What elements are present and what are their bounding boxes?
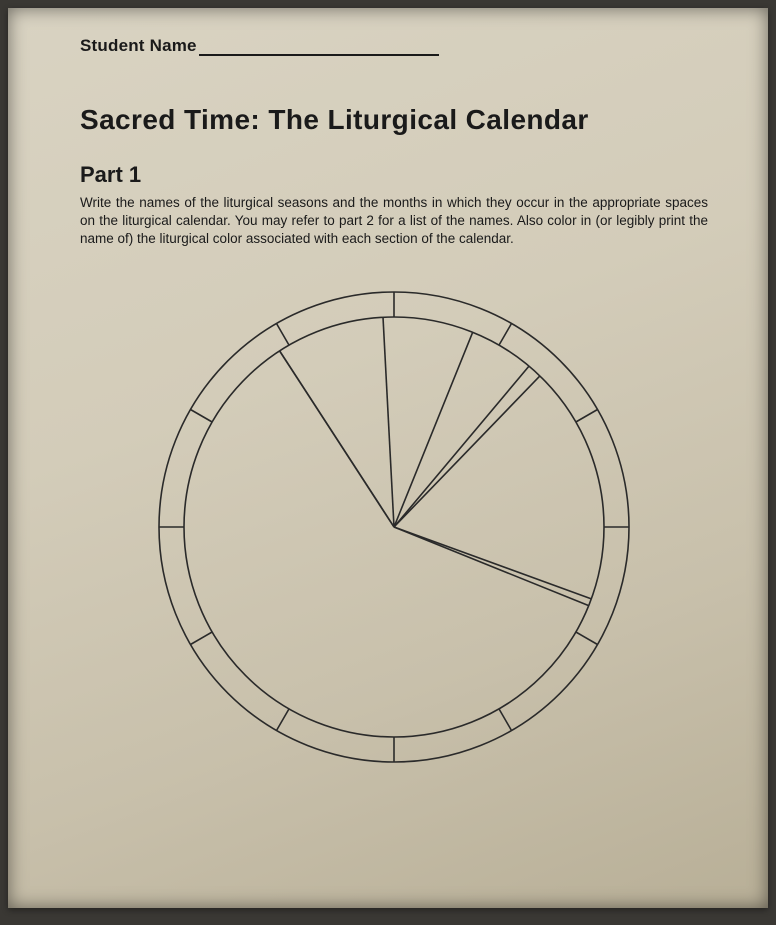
instructions-text: Write the names of the liturgical season… (80, 194, 708, 249)
page-title: Sacred Time: The Liturgical Calendar (80, 104, 708, 136)
part-heading: Part 1 (80, 162, 708, 188)
student-name-label: Student Name (80, 36, 197, 55)
student-name-blank[interactable] (199, 40, 439, 56)
liturgical-calendar-diagram (144, 277, 644, 777)
calendar-chart-wrap (80, 277, 708, 777)
worksheet-page: Student Name Sacred Time: The Liturgical… (8, 8, 768, 908)
student-name-line: Student Name (80, 36, 708, 56)
